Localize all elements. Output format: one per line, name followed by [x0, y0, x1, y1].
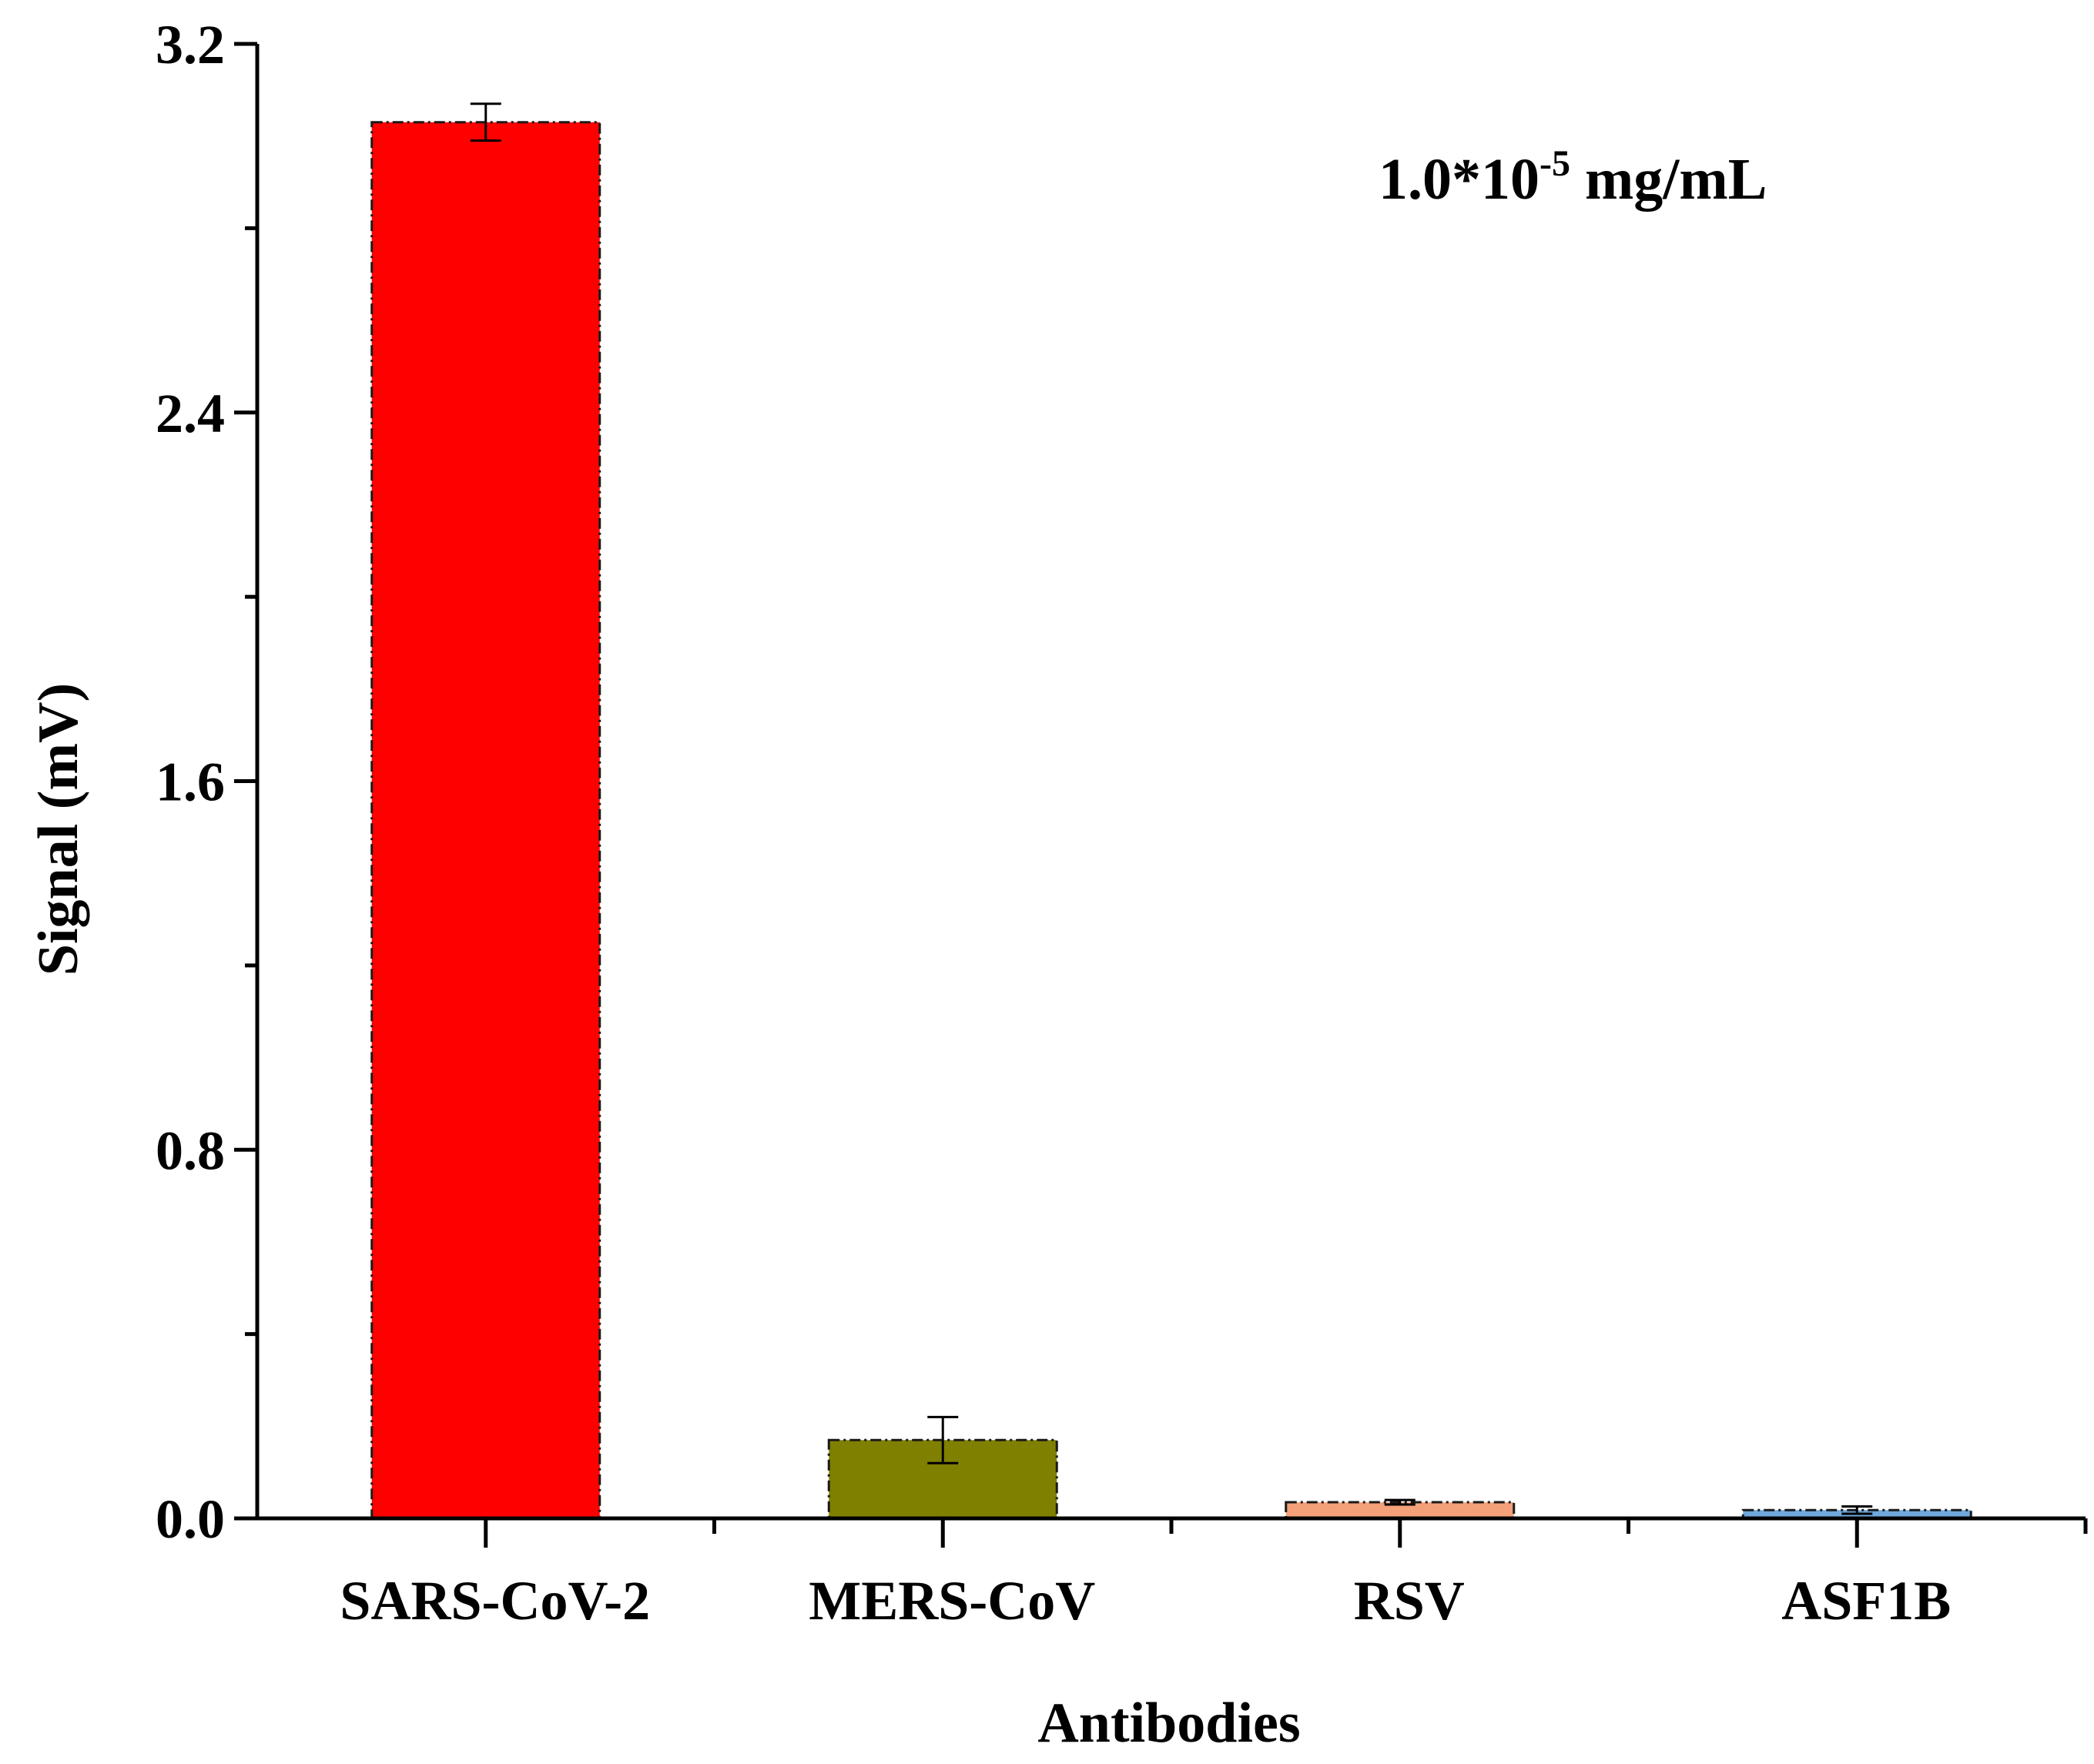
error-bar — [1384, 1498, 1416, 1506]
x-tick-label: RSV — [1354, 1570, 1465, 1632]
error-bar — [927, 1415, 959, 1464]
annotation-suffix: mg/mL — [1570, 147, 1767, 212]
x-axis-ticks: SARS-CoV-2 MERS-CoV RSV ASF1B — [340, 1518, 2088, 1632]
y-tick-label: 1.6 — [156, 751, 225, 813]
y-tick-label: 0.8 — [156, 1120, 225, 1181]
error-bar — [470, 102, 501, 142]
plot-area — [370, 102, 1972, 1520]
y-tick-label: 3.2 — [156, 14, 225, 75]
error-bar — [1841, 1505, 1873, 1515]
x-tick-label: SARS-CoV-2 — [340, 1570, 650, 1632]
annotation-prefix: 1.0*10 — [1379, 147, 1540, 212]
x-tick-label: ASF1B — [1781, 1570, 1951, 1632]
y-axis-ticks: 0.0 0.8 1.6 2.4 3.2 — [156, 14, 257, 1550]
y-tick-label: 0.0 — [156, 1488, 225, 1550]
annotation-exponent: -5 — [1540, 143, 1570, 184]
y-axis-title: Signal (mV) — [27, 683, 90, 976]
x-tick-label: MERS-CoV — [809, 1570, 1095, 1632]
concentration-annotation: 1.0*10-5 mg/mL — [1379, 143, 1767, 212]
y-tick-label: 2.4 — [156, 383, 225, 444]
x-axis-title: Antibodies — [1037, 1692, 1300, 1755]
bar-sars-cov-2 — [370, 121, 601, 1520]
